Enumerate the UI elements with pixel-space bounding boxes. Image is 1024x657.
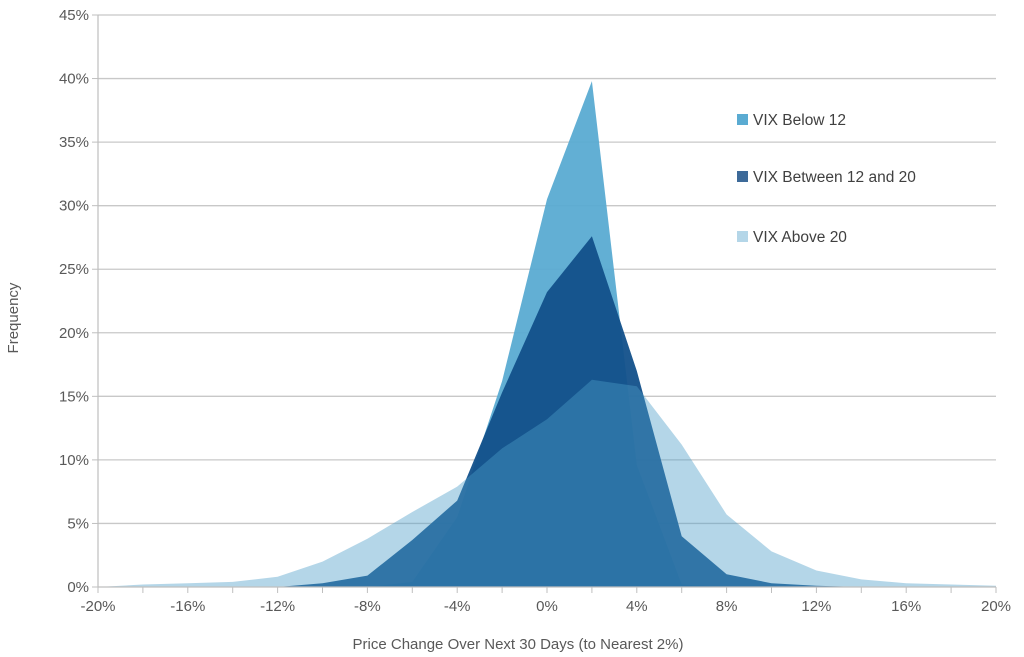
x-tick-label: -20%: [80, 598, 115, 615]
y-tick-label: 10%: [59, 452, 89, 469]
series-area-2: [98, 379, 996, 587]
y-tick-label: 20%: [59, 325, 89, 342]
series-areas: [98, 81, 996, 587]
y-tick-label: 25%: [59, 261, 89, 278]
x-tick-label: 0%: [536, 598, 558, 615]
x-tick-label: 8%: [716, 598, 738, 615]
y-tick-label: 15%: [59, 388, 89, 405]
y-tick-label: 30%: [59, 198, 89, 215]
y-tick-label: 5%: [67, 515, 89, 532]
series-area-1: [98, 236, 996, 587]
x-tick-labels: -20% -16% -12% -8% -4% 0% 4% 8% 12% 16% 20%: [80, 598, 1011, 615]
y-tick-label: 35%: [59, 134, 89, 151]
axes: [92, 14, 997, 593]
y-tick-label: 40%: [59, 71, 89, 88]
x-tick-label: 20%: [981, 598, 1011, 615]
y-tick-labels: 0% 5% 10% 15% 20% 25% 30% 35% 40% 45%: [59, 7, 89, 596]
legend-label: VIX Between 12 and 20: [753, 169, 916, 186]
x-tick-label: -8%: [354, 598, 381, 615]
y-axis-label: Frequency: [5, 282, 22, 353]
legend-swatch: [737, 171, 748, 182]
legend-label: VIX Below 12: [753, 112, 846, 129]
x-tick-label: 4%: [626, 598, 648, 615]
legend: VIX Below 12 VIX Between 12 and 20 VIX Abo…: [737, 112, 916, 246]
x-tick-label: -4%: [444, 598, 471, 615]
x-tick-label: -12%: [260, 598, 295, 615]
y-tick-label: 45%: [59, 7, 89, 24]
x-tick-label: 16%: [891, 598, 921, 615]
legend-swatch: [737, 231, 748, 242]
x-tick-label: -16%: [170, 598, 205, 615]
legend-label: VIX Above 20: [753, 229, 847, 246]
x-tick-label: 12%: [801, 598, 831, 615]
legend-swatch: [737, 114, 748, 125]
y-tick-label: 0%: [67, 579, 89, 596]
x-axis-label: Price Change Over Next 30 Days (to Neare…: [353, 636, 684, 653]
